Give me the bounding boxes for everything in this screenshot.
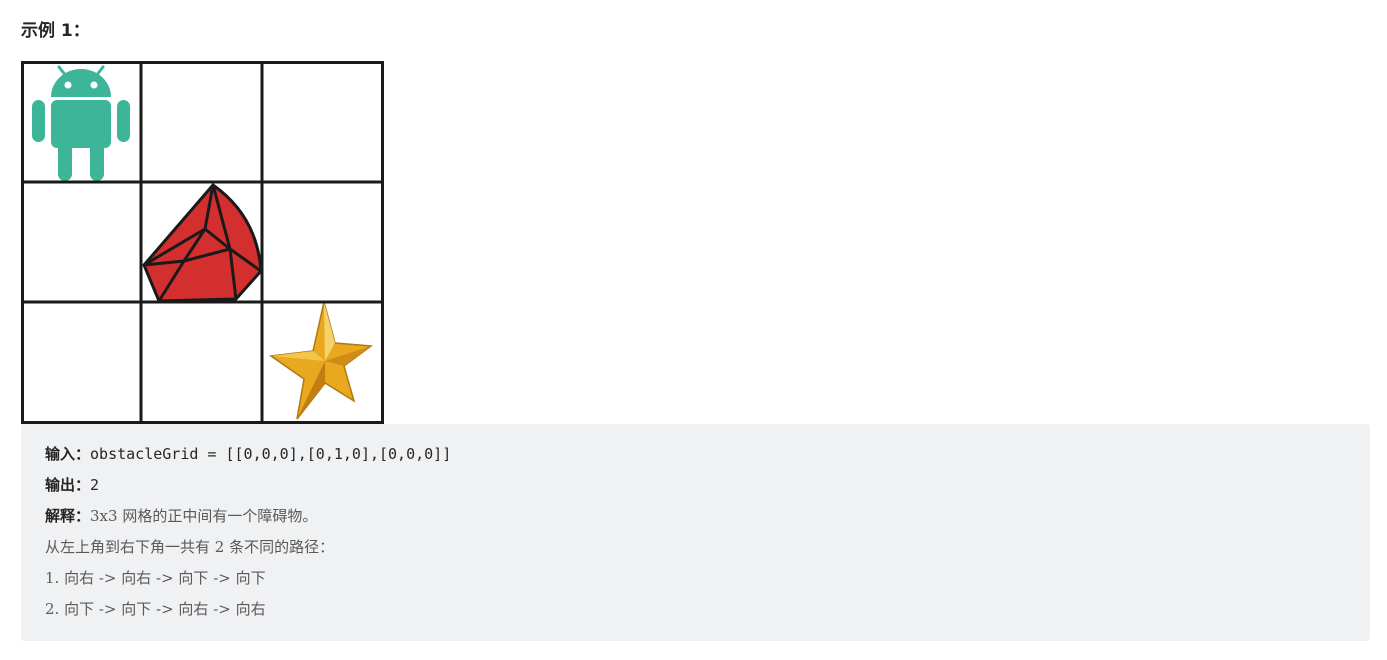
grid-lines <box>21 61 384 424</box>
obstacle-gem-icon <box>142 183 263 303</box>
output-line: 输出：2 <box>45 475 99 495</box>
robot-icon <box>32 65 130 181</box>
grid-svg <box>21 61 384 424</box>
star-goal-icon <box>268 301 374 420</box>
input-value: obstacleGrid = [[0,0,0],[0,1,0],[0,0,0]] <box>90 445 452 463</box>
explain-value: 3x3 网格的正中间有一个障碍物。 <box>90 507 318 525</box>
input-label: 输入： <box>45 445 91 463</box>
path-1: 1. 向右 -> 向右 -> 向下 -> 向下 <box>45 569 266 587</box>
explain-line: 解释：3x3 网格的正中间有一个障碍物。 <box>45 506 317 526</box>
input-line: 输入：obstacleGrid = [[0,0,0],[0,1,0],[0,0,… <box>45 444 451 464</box>
path-2: 2. 向下 -> 向下 -> 向右 -> 向右 <box>45 600 266 618</box>
grid-figure <box>21 61 384 424</box>
explain-label: 解释： <box>45 507 91 525</box>
example-heading: 示例 1： <box>21 21 90 41</box>
output-label: 输出： <box>45 476 91 494</box>
paths-intro: 从左上角到右下角一共有 2 条不同的路径： <box>45 538 335 556</box>
output-value: 2 <box>90 476 100 494</box>
example-code-block: 输入：obstacleGrid = [[0,0,0],[0,1,0],[0,0,… <box>21 424 1370 641</box>
